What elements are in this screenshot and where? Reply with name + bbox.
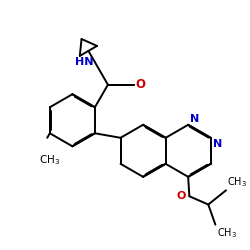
Text: CH$_3$: CH$_3$ <box>39 154 60 167</box>
Text: HN: HN <box>75 57 93 67</box>
Text: CH$_3$: CH$_3$ <box>216 226 236 239</box>
Text: N: N <box>212 139 222 149</box>
Text: O: O <box>176 191 186 201</box>
Text: O: O <box>136 78 145 91</box>
Text: CH$_3$: CH$_3$ <box>227 175 247 189</box>
Text: N: N <box>190 114 199 124</box>
